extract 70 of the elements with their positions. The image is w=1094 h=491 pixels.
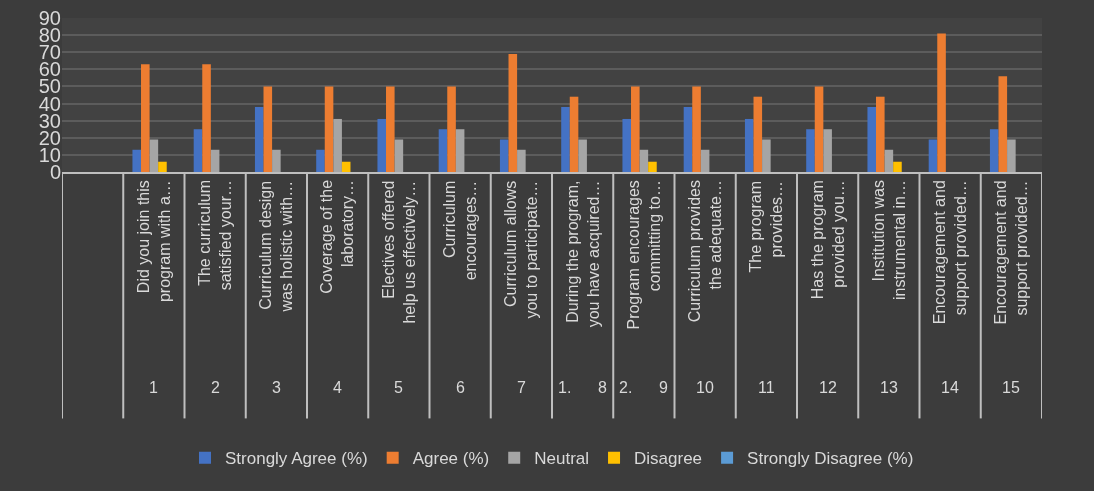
bar <box>692 86 701 172</box>
bar <box>639 149 649 172</box>
category-label: During the program, you have acquired… 1. 8 <box>558 180 607 396</box>
bar <box>631 86 640 172</box>
category-label: Program encourages committing to… 2. 9 <box>619 180 668 396</box>
category-label: Encouragement and support provided… 14 <box>930 180 969 396</box>
bar <box>517 149 526 172</box>
bar <box>158 161 167 172</box>
bar <box>998 76 1008 172</box>
bar <box>263 86 273 172</box>
bar <box>499 139 509 172</box>
bar <box>141 64 150 172</box>
bar <box>648 161 657 172</box>
category-label: Has the program provided you… 12 <box>808 180 847 396</box>
category-label: The program provides… 11 <box>747 180 786 396</box>
bar <box>455 129 465 172</box>
bar <box>1007 139 1016 172</box>
bar <box>683 106 693 172</box>
bar <box>394 139 404 172</box>
legend-label: Strongly Disagree (%) <box>747 449 914 469</box>
category-label: The curriculum satisfied your… 2 <box>195 180 234 396</box>
legend-label: Strongly Agree (%) <box>225 449 368 469</box>
bar <box>937 33 946 172</box>
legend-label: Disagree <box>634 449 703 469</box>
bar <box>438 129 448 172</box>
category-label: Electives offered help us effectively… 5 <box>380 180 419 396</box>
bar <box>989 129 999 172</box>
y-tick-label: 0 <box>49 161 61 183</box>
legend-label: Agree (%) <box>412 449 490 469</box>
y-tick-label: 90 <box>38 7 61 29</box>
bar <box>578 139 587 172</box>
bar <box>447 86 456 172</box>
bar <box>876 96 885 172</box>
category-label: Coverage of the laboratory… 4 <box>318 179 357 396</box>
bar <box>324 86 334 172</box>
bar <box>132 149 142 172</box>
category-label: Did you join this program with a… 1 <box>134 180 173 396</box>
bar <box>893 161 902 172</box>
bar <box>622 118 632 172</box>
category-label: Curriculum allows you to participate… 7 <box>502 180 541 396</box>
bar <box>149 139 159 172</box>
bar <box>193 129 203 172</box>
bar <box>569 96 579 172</box>
category-label: Curriculum provides the adequate… 10 <box>685 180 724 396</box>
bar <box>823 129 832 172</box>
bar <box>814 86 824 172</box>
category-label: Encouragement and support provided… 15 <box>992 180 1031 396</box>
bar <box>867 106 877 172</box>
legend-label: Neutral <box>534 449 590 469</box>
bar <box>762 139 771 172</box>
category-label: Curriculum design was holistic with… 3 <box>257 180 296 396</box>
bar <box>753 96 763 172</box>
bar <box>341 161 351 172</box>
bar <box>333 118 342 172</box>
bar <box>254 106 264 172</box>
bar <box>700 149 710 172</box>
bar <box>202 64 211 172</box>
bar <box>806 129 815 172</box>
bar <box>316 149 325 172</box>
bar <box>210 149 220 172</box>
bar <box>377 118 387 172</box>
bar <box>744 118 754 172</box>
bar <box>561 106 570 172</box>
bar <box>884 149 894 172</box>
category-label: Curriculum encourages… 6 <box>440 180 479 396</box>
bar <box>508 53 518 172</box>
bar <box>928 139 938 172</box>
bar <box>386 86 395 172</box>
bar <box>272 149 281 172</box>
category-label: Institution was instrumental in… 13 <box>869 179 908 396</box>
